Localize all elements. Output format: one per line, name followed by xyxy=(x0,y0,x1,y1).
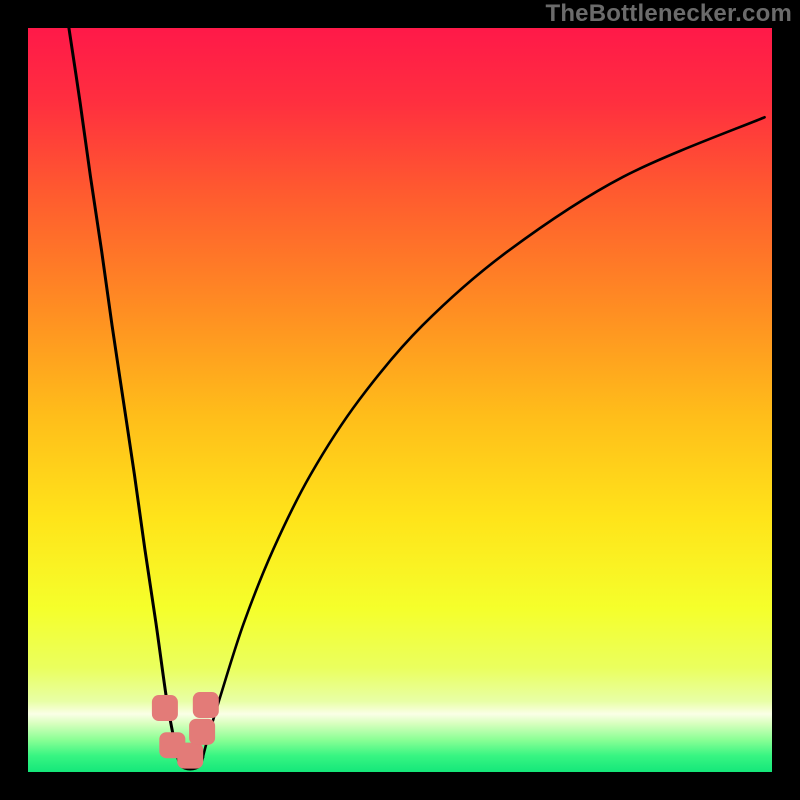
marker-2 xyxy=(177,743,203,769)
chart-root: TheBottlenecker.com xyxy=(0,0,800,800)
curve-layer xyxy=(28,28,772,772)
marker-0 xyxy=(152,695,178,721)
marker-3 xyxy=(189,719,215,745)
right-curve xyxy=(203,117,765,757)
watermark-text: TheBottlenecker.com xyxy=(545,0,792,28)
left-curve xyxy=(69,28,178,757)
plot-area xyxy=(28,28,772,772)
marker-4 xyxy=(193,692,219,718)
